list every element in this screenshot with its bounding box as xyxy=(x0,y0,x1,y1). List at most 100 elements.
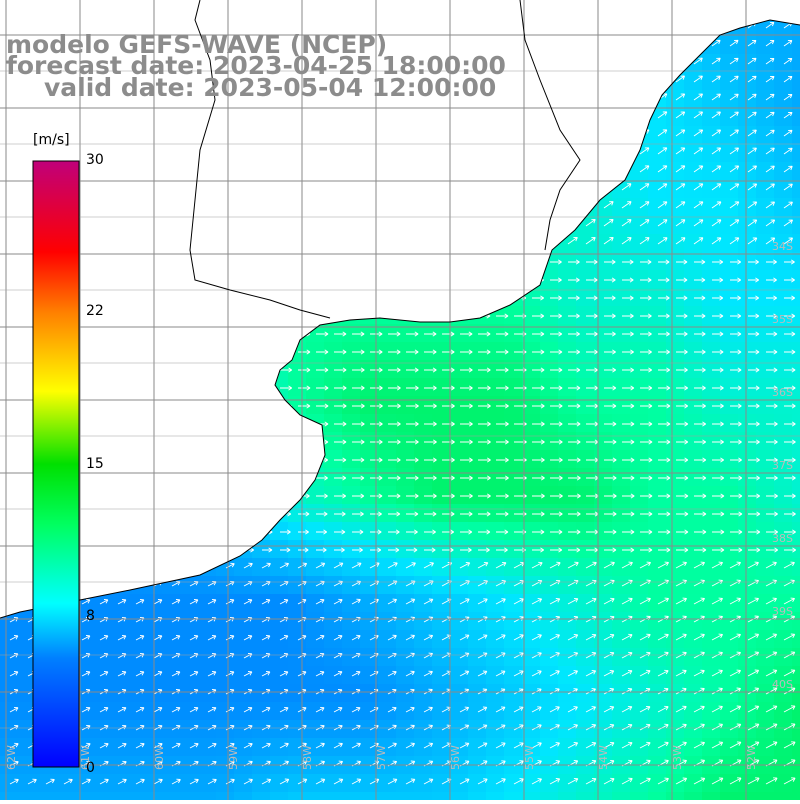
speed-cell xyxy=(126,558,145,577)
wind-arrow xyxy=(694,277,706,283)
speed-cell xyxy=(612,666,631,685)
wind-arrow xyxy=(100,511,110,517)
speed-cell xyxy=(324,612,343,631)
speed-cell xyxy=(540,684,559,703)
wind-arrow xyxy=(387,165,398,173)
wind-arrow xyxy=(208,331,220,337)
speed-cell xyxy=(450,396,469,415)
speed-cell xyxy=(90,666,109,685)
wind-arrow xyxy=(531,183,542,191)
wind-arrow xyxy=(100,331,110,337)
wind-arrow xyxy=(585,670,597,677)
longitude-label: 55W xyxy=(523,745,536,770)
wind-arrow xyxy=(352,385,365,391)
wind-arrow xyxy=(82,511,92,517)
speed-cell xyxy=(648,162,667,181)
wind-arrow xyxy=(621,705,633,713)
wind-arrow xyxy=(640,277,652,283)
speed-cell xyxy=(576,666,595,685)
speed-cell xyxy=(702,126,721,145)
wind-arrow xyxy=(99,112,109,119)
wind-arrow xyxy=(658,475,671,481)
speed-cell xyxy=(612,342,631,361)
wind-arrow xyxy=(495,670,506,677)
speed-cell xyxy=(324,522,343,541)
speed-cell xyxy=(324,252,343,271)
speed-cell xyxy=(234,666,253,685)
speed-cell xyxy=(18,702,37,721)
wind-arrow xyxy=(262,349,274,355)
wind-arrow xyxy=(424,4,432,10)
wind-arrow xyxy=(460,277,473,283)
speed-cell xyxy=(378,648,397,667)
speed-cell xyxy=(774,792,793,800)
wind-arrow xyxy=(388,295,401,301)
wind-arrow xyxy=(315,219,326,227)
wind-arrow xyxy=(766,529,779,535)
wind-arrow xyxy=(694,457,707,463)
wind-arrow xyxy=(208,313,220,319)
speed-cell xyxy=(306,126,325,145)
wind-arrow xyxy=(658,4,666,10)
wind-arrow xyxy=(388,277,401,283)
wind-arrow xyxy=(621,633,633,641)
wind-arrow xyxy=(675,129,686,137)
speed-cell xyxy=(126,378,145,397)
wind-arrow xyxy=(136,529,146,535)
speed-cell xyxy=(630,20,649,37)
wind-arrow xyxy=(27,778,37,785)
speed-cell xyxy=(756,432,775,451)
speed-cell xyxy=(522,20,541,37)
speed-cell xyxy=(684,126,703,145)
wind-arrow xyxy=(117,183,127,191)
wind-arrow xyxy=(675,75,686,83)
wind-arrow xyxy=(783,237,794,245)
speed-cell xyxy=(504,648,523,667)
speed-cell xyxy=(576,738,595,757)
speed-cell xyxy=(612,90,631,109)
wind-arrow xyxy=(225,21,235,29)
wind-arrow xyxy=(136,331,147,337)
wind-arrow xyxy=(298,367,311,373)
wind-arrow xyxy=(729,201,740,209)
wind-arrow xyxy=(730,403,742,409)
speed-cell xyxy=(540,738,559,757)
wind-arrow xyxy=(9,742,19,749)
speed-cell xyxy=(756,252,775,271)
speed-cell xyxy=(180,468,199,487)
speed-cell xyxy=(540,108,559,127)
speed-cell xyxy=(432,234,451,253)
wind-arrow xyxy=(243,778,253,785)
speed-cell xyxy=(630,144,649,163)
wind-arrow xyxy=(136,277,147,283)
wind-arrow xyxy=(333,201,344,209)
wind-arrow xyxy=(550,547,563,553)
speed-cell xyxy=(234,684,253,703)
speed-cell xyxy=(486,234,505,253)
wind-arrow xyxy=(567,57,578,65)
speed-cell xyxy=(144,684,163,703)
speed-cell xyxy=(450,702,469,721)
wind-arrow xyxy=(423,165,434,173)
speed-cell xyxy=(396,162,415,181)
speed-cell xyxy=(720,180,739,199)
wind-arrow xyxy=(262,439,274,445)
wind-arrow xyxy=(693,57,703,65)
speed-cell xyxy=(684,342,703,361)
speed-cell xyxy=(288,0,307,19)
wind-arrow xyxy=(262,313,274,319)
wind-arrow xyxy=(658,385,671,391)
wind-arrow xyxy=(190,547,200,553)
speed-cell xyxy=(648,414,667,433)
speed-cell xyxy=(198,198,217,217)
speed-cell xyxy=(756,126,775,145)
speed-cell xyxy=(234,612,253,631)
speed-cell xyxy=(594,396,613,415)
speed-cell xyxy=(126,684,145,703)
speed-cell xyxy=(630,288,649,307)
speed-cell xyxy=(702,36,721,55)
wind-arrow xyxy=(9,130,19,137)
speed-cell xyxy=(738,396,757,415)
speed-cell xyxy=(540,288,559,307)
longitude-label: 58W xyxy=(301,745,314,770)
